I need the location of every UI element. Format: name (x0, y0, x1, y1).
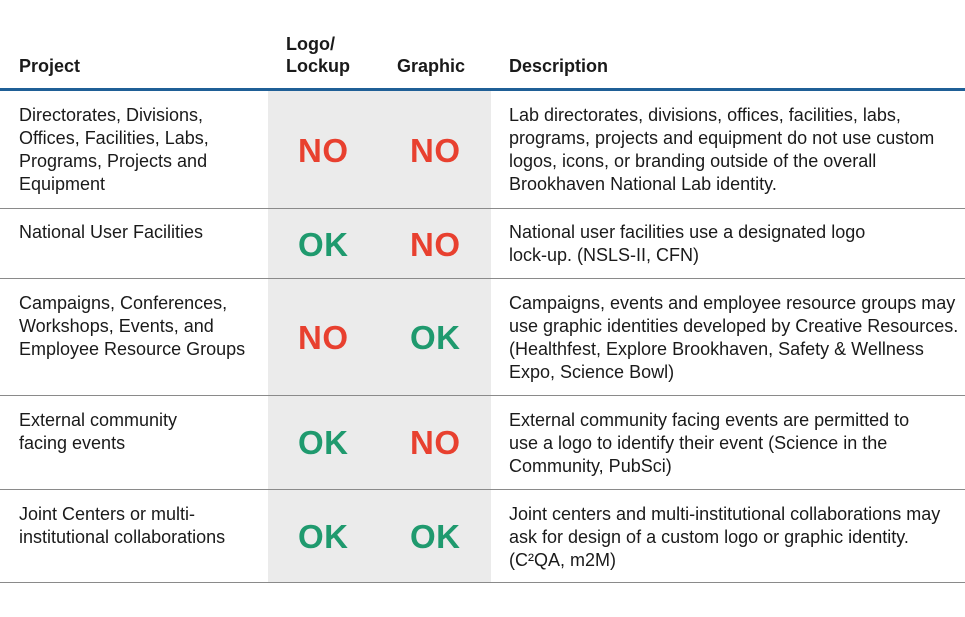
row-description: National user facilities use a designate… (509, 222, 866, 265)
header-description: Description (509, 56, 609, 76)
row-graphic-verdict: NO (410, 132, 461, 169)
row-graphic-verdict: OK (410, 319, 461, 356)
header-rule (0, 88, 965, 91)
header-logo-lockup: Logo/ Lockup (286, 33, 350, 77)
row-project: Directorates, Divisions, Offices, Facili… (19, 105, 209, 194)
row-divider (0, 395, 965, 396)
header-logo-line1: Logo/ (286, 34, 335, 54)
row-project: National User Facilities (19, 222, 204, 242)
header-logo-line2: Lockup (286, 56, 351, 76)
row-graphic-verdict: OK (410, 518, 461, 555)
row-graphic-verdict: NO (410, 424, 461, 461)
logo-graphic-column-shading (268, 91, 491, 582)
row-description: Campaigns, events and employee resource … (509, 293, 959, 382)
header-project: Project (19, 56, 81, 76)
row-graphic-verdict: NO (410, 226, 461, 263)
row-project: Campaigns, Conferences, Workshops, Event… (19, 293, 246, 359)
row-logo-verdict: OK (298, 518, 349, 555)
row-project: External community facing events (19, 410, 178, 453)
row-divider (0, 489, 965, 490)
row-logo-verdict: NO (298, 132, 349, 169)
row-description: External community facing events are per… (509, 410, 910, 476)
header-graphic: Graphic (397, 56, 466, 76)
row-logo-verdict: NO (298, 319, 349, 356)
row-divider (0, 582, 965, 583)
row-logo-verdict: OK (298, 226, 349, 263)
row-logo-verdict: OK (298, 424, 349, 461)
row-divider (0, 278, 965, 279)
row-divider (0, 208, 965, 209)
row-description: Lab directorates, divisions, offices, fa… (509, 105, 935, 194)
row-project: Joint Centers or multi-institutional col… (19, 504, 226, 547)
row-description: Joint centers and multi-institutional co… (509, 504, 941, 570)
